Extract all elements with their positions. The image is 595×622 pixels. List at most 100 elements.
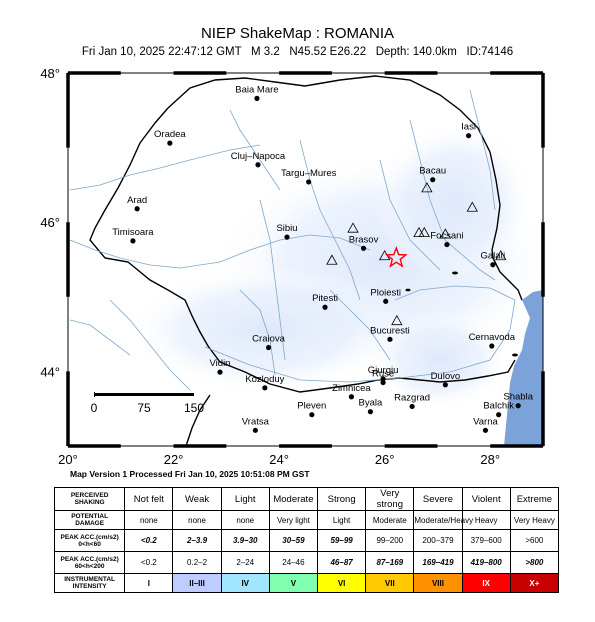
city-label: Balchik [483,401,514,412]
legend-cell-shaking: Strong [317,487,367,511]
city-dot-icon [430,177,436,183]
lon-tick-label: 22° [164,452,184,467]
black-sea [504,290,543,446]
legend-cell-acc2: 46–87 [317,551,367,574]
city-dot-icon [367,409,374,415]
legend-cell-shaking: Moderate [268,487,319,511]
city-label: Shabla [503,392,533,403]
legend-cell-intensity: VII [365,573,415,593]
city-label: Timisoara [112,227,154,238]
legend-cell-acc2: 169–419 [413,551,463,574]
city-dot-icon [380,379,386,386]
lat-tick-label: 48° [40,66,60,81]
shakemap: 48° 46° 44° 20° 22° 24° 26° 28° Baia Mare Oradea… [40,66,545,467]
city-dot-icon [465,133,472,139]
axis-ticks: 48° 46° 44° 20° 22° 24° 26° 28° [40,66,500,467]
legend-cell-intensity: VI [317,573,367,593]
city-label: Bacau [419,166,446,177]
city-dot-icon [284,234,290,240]
city-label: Kozloduy [245,374,284,385]
legend-cell-acc1: >600 [509,529,560,552]
scale-label-0: 0 [91,401,98,415]
city-label: Iasi [461,122,476,133]
map-title: NIEP ShakeMap : ROMANIA [200,25,395,42]
city-dot-icon [262,385,268,391]
city-label: Focsani [430,231,463,242]
city-dot-icon [444,241,450,248]
city-label: Oradea [154,129,186,140]
border-lines [89,75,523,446]
legend-cell-acc2: 87–169 [365,551,415,574]
lon-tick-label: 24° [269,452,289,467]
city-label: Craiova [252,334,285,345]
legend-cell-acc2: 0.2–2 [172,551,222,574]
legend-cell-acc1: 379–600 [461,529,511,552]
city-dot-icon [360,245,367,251]
shaking-row: PERCEIVED SHAKING Not felt Weak Light Moderat… [53,487,560,511]
station-triangle-icon [466,201,478,212]
station-triangle-icon [495,249,507,261]
city-label: Sibiu [276,223,297,234]
peak-acc-deep-row: PEAK ACC.(cm/s2) 60<h<200 <0.2 0.2–2 2–24 24–… [53,551,560,574]
legend-cell-shaking: Very strong [365,487,415,511]
legend-row-header: PERCEIVED SHAKING [53,487,126,511]
legend-cell-shaking: Extreme [509,487,560,511]
city-dot-icon [255,162,261,168]
legend-cell-damage: Very light [268,510,319,530]
legend-cell-damage: Moderate [365,510,415,530]
legend-cell-acc2: <0.2 [124,551,174,574]
legend-cell-damage: Light [317,510,367,530]
legend-cell-intensity: I [124,573,174,593]
station-triangle-icon [418,226,430,238]
city-dot-icon [348,394,355,400]
peak-acc-shallow-row: PEAK ACC.(cm/s2) 0<h<60 <0.2 2–3.9 3.9–30 30–… [53,529,560,552]
city-dot-icon [254,95,260,101]
city-dot-icon [306,179,312,185]
city-dot-icon [380,376,386,382]
city-dot-icon [383,298,389,304]
city-label: Pleven [297,401,326,412]
processed-note: Map Version 1 Processed Fri Jan 10, 2025… [70,469,310,479]
city-dot-icon [387,336,393,342]
station-triangle-icon [421,182,433,193]
lon-tick-label: 26° [375,452,395,467]
lat-tick-label: 44° [40,364,60,379]
city-label: Targu–Mures [281,168,337,179]
city-dot-icon [167,140,173,146]
city-label: Cluj–Napoca [231,151,286,162]
legend-cell-intensity: X+ [509,573,560,593]
city-label: Brasov [349,234,379,245]
city-dot-icon [252,427,258,433]
city-dot-icon [130,238,136,244]
legend-cell-acc2: 24–46 [268,551,319,574]
legend-cell-shaking: Severe [413,487,463,511]
legend-cell-intensity: VIII [413,573,463,593]
legend-cell-acc2: >800 [509,551,560,574]
legend-cell-acc1: 99–200 [365,529,415,552]
legend-cell-intensity: V [268,573,319,593]
city-label: Razgrad [394,392,430,403]
city-label: Byala [359,398,383,409]
city-label: Giurgiu [368,365,399,376]
station-triangle-icon [439,228,452,239]
city-dot-icon [134,206,140,212]
city-label: Ploiesti [370,287,401,298]
city-markers: Baia Mare Oradea Cluj–Napoca Targu–Mures Ias… [112,84,534,433]
lon-tick-label: 28° [480,452,500,467]
city-dot-icon [309,412,315,418]
city-dot-icon [515,403,521,409]
city-dot-icon [482,427,489,433]
city-dot-icon [265,344,272,351]
legend-cell-acc1: 3.9–30 [220,529,270,552]
city-label: Ruse [372,369,394,380]
city-label: Vratsa [242,416,270,427]
station-triangle-icon [391,314,403,326]
legend-cell-damage: none [172,510,222,530]
scale-bar: 0 75 150 [91,392,204,415]
lon-tick-label: 20° [58,452,78,467]
legend-cell-shaking: Weak [172,487,222,511]
city-label: Zimnicea [332,383,371,394]
legend-cell-intensity: IX [461,573,511,593]
legend-cell-shaking: Light [220,487,270,511]
city-label: Dulovo [431,371,461,382]
